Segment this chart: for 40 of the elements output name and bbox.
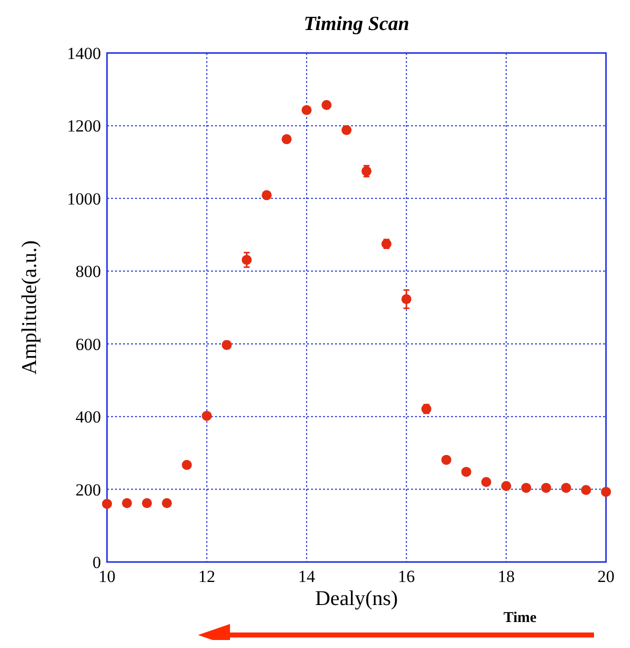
chart-title: Timing Scan bbox=[304, 13, 410, 35]
x-tick-label: 14 bbox=[298, 567, 316, 586]
x-axis-title: Dealy(ns) bbox=[315, 586, 398, 610]
x-tick-label: 10 bbox=[98, 567, 116, 586]
point bbox=[401, 294, 412, 304]
point bbox=[461, 466, 472, 477]
y-tick-label: 600 bbox=[76, 334, 101, 354]
y-tick-label: 0 bbox=[92, 553, 101, 572]
x-tick-label: 18 bbox=[498, 567, 515, 586]
point bbox=[521, 482, 532, 493]
point bbox=[242, 254, 252, 265]
point bbox=[501, 481, 512, 492]
point bbox=[481, 477, 492, 488]
point bbox=[561, 482, 572, 493]
y-tick-label: 200 bbox=[76, 480, 101, 500]
point bbox=[142, 498, 152, 508]
point bbox=[541, 482, 552, 493]
point bbox=[282, 134, 292, 144]
y-tick-label: 800 bbox=[76, 262, 101, 282]
y-tick-label: 1200 bbox=[67, 116, 101, 136]
point bbox=[182, 460, 192, 470]
point bbox=[322, 100, 332, 110]
y-tick-label: 1000 bbox=[67, 189, 101, 208]
x-tick-label: 16 bbox=[398, 567, 415, 586]
x-tick-label: 12 bbox=[198, 567, 216, 586]
point bbox=[262, 190, 272, 200]
x-tick-label: 20 bbox=[598, 567, 614, 586]
point bbox=[122, 498, 132, 508]
point bbox=[162, 498, 172, 508]
point bbox=[202, 410, 212, 421]
point bbox=[581, 485, 592, 496]
y-tick-label: 400 bbox=[76, 408, 101, 427]
point bbox=[302, 105, 312, 116]
y-axis-title: Amplitude(a.u.) bbox=[17, 240, 41, 375]
point bbox=[102, 498, 112, 509]
y-tick-label: 1400 bbox=[67, 44, 101, 63]
text: Time bbox=[503, 610, 537, 626]
point bbox=[441, 454, 452, 465]
point bbox=[342, 125, 352, 136]
point bbox=[601, 486, 611, 497]
